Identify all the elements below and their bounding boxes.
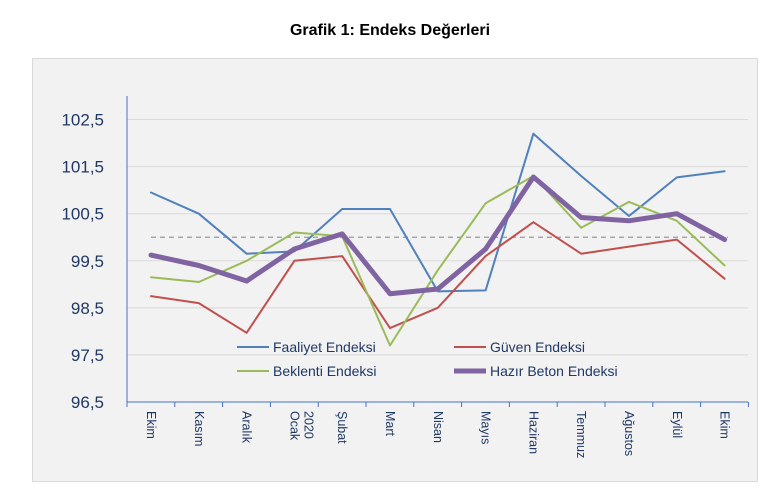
y-tick-label: 98,5	[71, 299, 104, 318]
x-tick-label: Ekim	[144, 411, 158, 439]
x-tick-label: Temmuz	[574, 411, 588, 458]
year-marker-label: 2020	[301, 411, 315, 439]
x-tick-label: Mayıs	[479, 411, 493, 444]
y-tick-label: 99,5	[71, 252, 104, 271]
chart-title: Grafik 1: Endeks Değerleri	[289, 22, 491, 39]
x-tick-label: Mart	[383, 411, 397, 437]
y-tick-label: 100,5	[61, 205, 104, 224]
legend-label: Hazır Beton Endeksi	[490, 363, 618, 379]
y-tick-label: 102,5	[61, 111, 104, 130]
series-line-4	[148, 174, 728, 297]
series-line-3	[150, 175, 726, 347]
legend-label: Faaliyet Endeksi	[273, 339, 376, 355]
x-tick-label: Kasım	[192, 411, 206, 446]
x-tick-label: Nisan	[431, 411, 445, 443]
x-tick-label: Ekim	[718, 411, 732, 439]
x-tick-label: Eylül	[670, 411, 684, 438]
x-tick-label: Ocak	[287, 411, 301, 441]
series-line-1	[150, 132, 726, 293]
y-tick-label: 97,5	[71, 346, 104, 365]
x-tick-label: Ağustos	[622, 411, 636, 456]
x-tick-label: Aralık	[240, 411, 254, 444]
x-tick-label: Haziran	[526, 411, 540, 454]
series-line-2	[150, 221, 726, 334]
y-tick-label: 101,5	[61, 158, 104, 177]
plot-area	[32, 58, 758, 482]
legend-label: Güven Endeksi	[490, 339, 585, 355]
x-tick-label: Şubat	[335, 411, 349, 444]
legend-label: Beklenti Endeksi	[273, 363, 377, 379]
y-tick-label: 96,5	[71, 393, 104, 412]
